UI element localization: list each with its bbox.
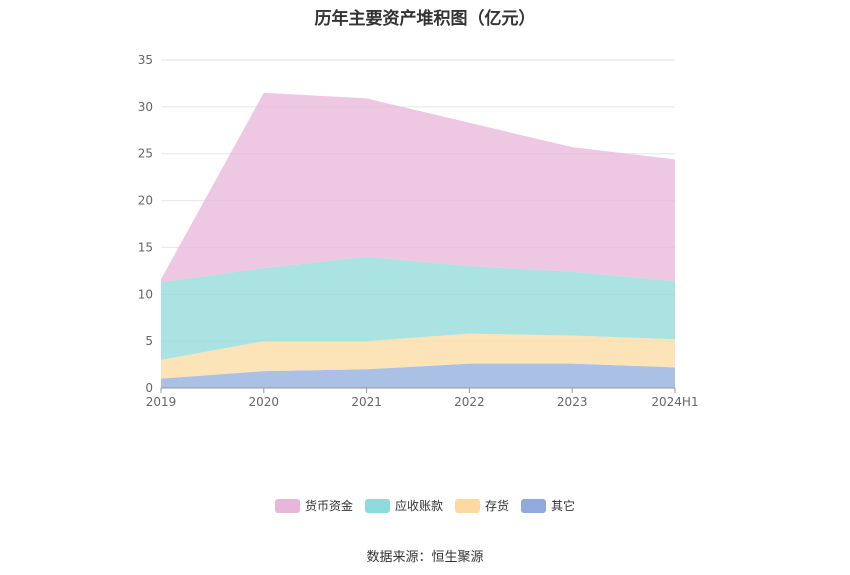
legend-item[interactable]: 存货 (455, 497, 509, 514)
legend-swatch (521, 498, 547, 513)
chart-title: 历年主要资产堆积图（亿元） (314, 9, 536, 29)
y-tick-label: 25 (138, 147, 153, 161)
source-note: 数据来源：恒生聚源 (366, 550, 484, 565)
x-tick-label: 2022 (454, 395, 485, 409)
legend-label: 应收账款 (394, 499, 443, 513)
x-tick-label: 2021 (351, 395, 382, 409)
x-tick-label: 2024H1 (651, 395, 698, 409)
legend-swatch (455, 498, 480, 513)
y-tick-label: 15 (138, 240, 153, 254)
legend-item[interactable]: 应收账款 (364, 497, 443, 514)
y-tick-label: 20 (138, 194, 153, 208)
legend-item[interactable]: 货币资金 (274, 497, 353, 514)
legend: 货币资金 应收账款 存货 其它 (0, 497, 850, 514)
x-tick-label: 2023 (557, 395, 588, 409)
legend-swatch (274, 498, 300, 513)
area-其它 (161, 363, 675, 388)
y-tick-label: 10 (138, 287, 153, 301)
series-areas (161, 92, 675, 388)
area-应收账款 (161, 256, 675, 360)
legend-item[interactable]: 其它 (521, 497, 575, 514)
y-tick-label: 0 (145, 381, 153, 395)
x-tick-label: 2019 (146, 395, 177, 409)
legend-label: 货币资金 (304, 499, 353, 513)
x-tick-label: 2020 (249, 395, 280, 409)
area-存货 (161, 333, 675, 379)
y-tick-label: 30 (138, 100, 153, 114)
stacked-area-chart: 0 5 10 15 20 25 30 35 2019 2020 2021 2022 2023 2024H… (138, 53, 699, 409)
y-tick-label: 35 (138, 53, 153, 67)
x-tick-labels: 2019 2020 2021 2022 2023 2024H1 (146, 395, 699, 409)
legend-swatch (364, 498, 390, 513)
axes (160, 387, 676, 393)
legend-label: 存货 (485, 499, 510, 513)
area-货币资金 (161, 92, 675, 283)
y-tick-labels: 0 5 10 15 20 25 30 35 (138, 53, 153, 395)
y-tick-label: 5 (145, 334, 153, 348)
legend-label: 其它 (551, 499, 576, 513)
